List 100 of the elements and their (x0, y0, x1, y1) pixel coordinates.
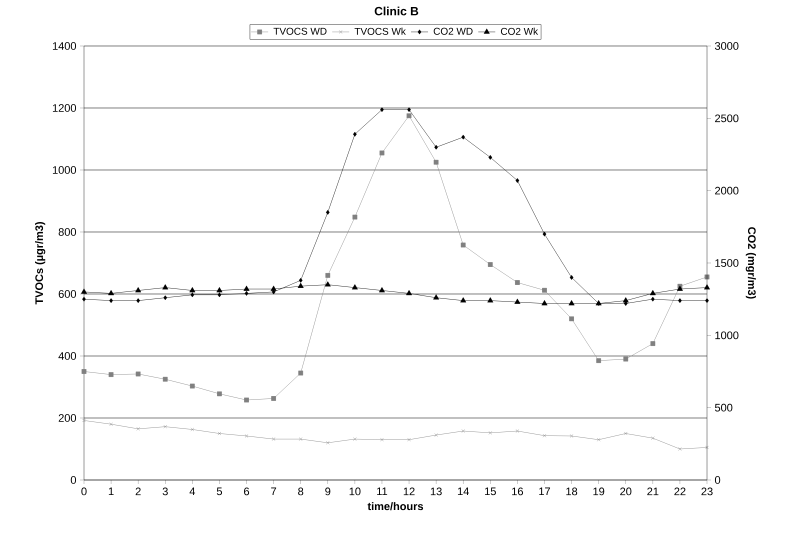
point (298, 278, 303, 283)
x-tick-label: 4 (190, 488, 196, 496)
point (109, 298, 113, 304)
point (216, 287, 222, 292)
point (189, 287, 196, 292)
x-tick-label: 2 (136, 488, 141, 496)
point (596, 358, 602, 364)
point (488, 431, 492, 435)
x-tick-label: 0 (81, 488, 87, 496)
y-tick-label: 600 (58, 290, 76, 298)
point (678, 298, 682, 304)
y-tick-label: 200 (58, 414, 76, 422)
x-tick-label: 15 (485, 488, 496, 496)
point (460, 297, 466, 302)
y2-tick-label: 2500 (715, 114, 738, 122)
point (380, 150, 384, 156)
x-tick-label: 13 (430, 488, 442, 496)
point (325, 273, 330, 278)
point (380, 438, 384, 442)
point (596, 438, 600, 442)
point (380, 107, 384, 112)
point (217, 391, 222, 396)
point (82, 296, 86, 302)
x-tick-label: 3 (162, 488, 168, 496)
point (460, 242, 466, 248)
x-tick-label: 20 (620, 488, 632, 496)
point (568, 300, 575, 306)
point (135, 287, 142, 292)
point (542, 288, 547, 293)
point (162, 284, 168, 290)
point (434, 433, 438, 437)
point (434, 144, 438, 150)
point (353, 437, 357, 441)
y2-tick-label: 1500 (715, 259, 738, 267)
point (244, 290, 248, 296)
y-tick-label: 0 (70, 476, 76, 484)
y-tick-label: 1400 (52, 42, 76, 50)
x-tick-label: 21 (647, 488, 658, 496)
point (461, 134, 466, 140)
point (487, 297, 494, 302)
y2-tick-label: 0 (714, 476, 720, 484)
point (569, 316, 574, 322)
point (516, 178, 520, 183)
point (570, 434, 574, 438)
x-tick-label: 17 (539, 488, 550, 496)
point (352, 284, 358, 290)
x-tick-label: 1 (108, 488, 114, 496)
point (406, 290, 412, 296)
x-tick-label: 9 (325, 488, 330, 496)
point (270, 286, 277, 291)
point (81, 288, 87, 294)
point (542, 300, 548, 306)
point (352, 214, 358, 220)
y2-tick-label: 2000 (715, 186, 738, 195)
x-tick-label: 8 (298, 488, 304, 496)
point (163, 295, 168, 300)
point (190, 428, 194, 432)
point (136, 298, 140, 304)
point (164, 424, 168, 428)
point (298, 282, 304, 288)
x-tick-label: 10 (350, 488, 361, 496)
y2-tick-label: 500 (714, 404, 732, 412)
y2-axis-title: CO2 (mgr/m3) (746, 227, 756, 299)
x-tick-label: 12 (404, 488, 415, 496)
y-tick-label: 1000 (52, 166, 76, 174)
point (570, 275, 574, 280)
point (433, 294, 440, 300)
point (190, 384, 195, 388)
point (108, 372, 114, 377)
point (218, 292, 222, 298)
point (353, 132, 357, 137)
legend-label: CO2 Wk (500, 28, 538, 35)
legend-label: CO2 WD (434, 28, 473, 35)
point (406, 113, 412, 118)
point (650, 290, 656, 296)
point (488, 262, 493, 267)
point (298, 370, 304, 376)
point (705, 298, 709, 304)
point (272, 437, 276, 441)
x-tick-label: 14 (458, 488, 469, 496)
point (244, 286, 250, 291)
point (136, 427, 140, 431)
x-tick-label: 7 (271, 488, 276, 496)
point (488, 154, 492, 160)
point (378, 287, 385, 292)
y-axis-title: TVOCs (µgr/m3) (35, 222, 46, 304)
point (162, 376, 168, 382)
point (190, 292, 194, 298)
x-tick-label: 11 (377, 488, 388, 496)
y-tick-label: 800 (58, 228, 76, 236)
point (407, 107, 411, 112)
point (704, 284, 710, 290)
point (650, 296, 655, 302)
point (623, 356, 628, 362)
point (136, 372, 141, 376)
point (516, 429, 520, 433)
chart-title: Clinic B (374, 6, 418, 16)
point (109, 422, 113, 426)
point (461, 429, 465, 433)
legend-label: TVOCS Wk (354, 28, 406, 35)
